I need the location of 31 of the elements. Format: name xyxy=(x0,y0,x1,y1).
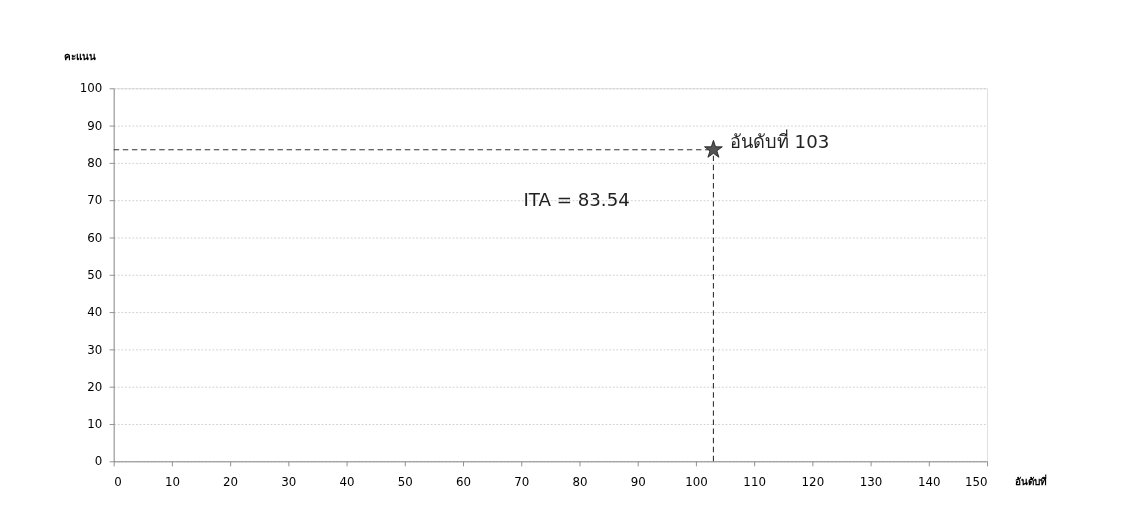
y-tick-label: 90 xyxy=(87,118,103,133)
x-tick-label: 100 xyxy=(685,475,708,490)
y-tick-label: 50 xyxy=(87,267,103,282)
x-tick-label: 130 xyxy=(859,475,883,490)
x-tick-label: 40 xyxy=(339,475,355,490)
x-tick-label: 0 xyxy=(114,475,122,490)
annotation: อันดับที่ 103 xyxy=(729,128,830,152)
y-tick-label: 30 xyxy=(87,342,103,357)
x-tick-label: 30 xyxy=(281,475,297,490)
y-axis-title: คะแนน xyxy=(64,50,97,62)
y-tick-label: 100 xyxy=(79,81,103,96)
x-tick-label: 80 xyxy=(572,475,588,490)
x-tick-label: 50 xyxy=(397,475,413,490)
y-tick-label: 40 xyxy=(87,305,103,320)
y-tick-label: 80 xyxy=(87,156,103,171)
x-tick-label: 110 xyxy=(743,475,766,490)
x-tick-label: 150 xyxy=(964,475,988,490)
x-tick-label: 10 xyxy=(164,475,180,490)
x-axis-title: อันดับที่ xyxy=(1014,473,1047,487)
y-tick-label: 10 xyxy=(87,417,103,432)
x-tick-label: 60 xyxy=(456,475,472,490)
y-tick-label: 70 xyxy=(87,193,103,208)
annotation: ITA = 83.54 xyxy=(523,188,630,210)
y-tick-label: 60 xyxy=(87,230,103,245)
x-tick-label: 70 xyxy=(514,475,530,490)
y-tick-label: 0 xyxy=(94,454,103,469)
y-tick-label: 20 xyxy=(87,379,103,394)
x-tick-label: 140 xyxy=(918,475,941,490)
x-tick-label: 120 xyxy=(801,475,825,490)
x-tick-label: 90 xyxy=(630,475,646,490)
x-tick-label: 20 xyxy=(223,475,239,490)
